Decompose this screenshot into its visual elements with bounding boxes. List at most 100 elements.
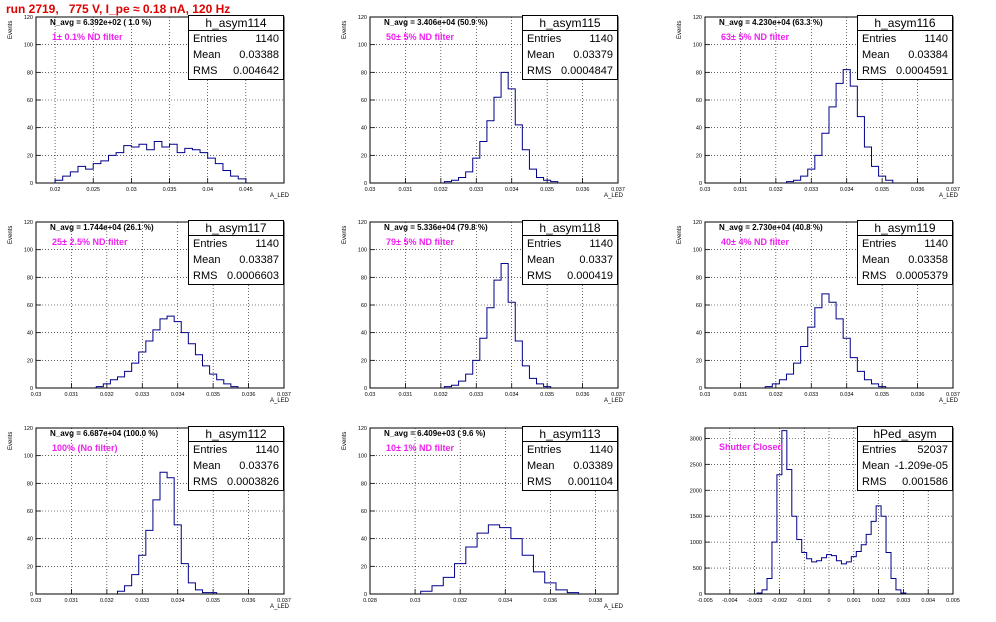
stats-label-mean: Mean [193,460,221,472]
navg-label: N_avg = 6.409e+03 ( 9.6 %) [384,429,486,438]
stats-label-mean: Mean [527,254,555,266]
stats-row-rms: RMS 0.0006603 [189,268,283,284]
y-tick-label: 100 [24,248,33,254]
x-tick-label: 0.038 [589,598,603,604]
stats-label-rms: RMS [193,65,218,77]
y-tick-label: 20 [696,153,702,159]
stats-label-mean: Mean [193,49,221,61]
stats-label-rms: RMS [862,476,887,488]
x-axis-label: A_LED [939,398,959,404]
x-tick-label: 0.033 [469,187,483,193]
x-tick-label: 0.02 [50,187,61,193]
stats-title: h_asym116 [858,16,952,31]
y-axis-label: Events [342,225,348,244]
histogram-panel: 0.03 0.031 0.032 0.033 0.034 0.035 0.036 0.037 0… [342,15,625,199]
y-tick-label: 40 [27,537,33,543]
x-tick-label: 0.001 [847,598,861,604]
stats-value-entries: 1140 [255,444,279,456]
filter-label: Shutter Closed [719,442,784,452]
stats-label-mean: Mean [862,460,890,472]
y-tick-label: 20 [27,153,33,159]
x-tick-label: 0.03 [126,187,137,193]
x-tick-label: 0.037 [611,392,625,398]
x-tick-label: 0.033 [804,392,818,398]
y-tick-label: 120 [693,15,702,21]
stats-row-rms: RMS 0.0004591 [858,63,952,79]
y-axis-label: Events [677,20,683,39]
x-tick-label: 0.03 [410,598,421,604]
x-tick-label: 0.031 [399,392,413,398]
histogram-panel: 0.03 0.031 0.032 0.033 0.034 0.035 0.036 0.037 0… [8,220,291,404]
stats-value-entries: 1140 [589,444,613,456]
stats-row-rms: RMS 0.0005379 [858,268,952,284]
x-tick-label: 0.033 [804,187,818,193]
y-tick-label: 20 [361,153,367,159]
stats-value-entries: 1140 [255,33,279,45]
y-tick-label: 20 [696,358,702,364]
navg-label: N_avg = 2.730e+04 (40.8 %) [719,223,823,232]
y-tick-label: 100 [358,43,367,49]
stats-value-entries: 1140 [589,238,613,250]
stats-box: h_asym113 Entries 1140 Mean 0.03389 RMS 0.0011… [522,426,618,491]
stats-label-rms: RMS [527,65,552,77]
stats-value-mean: 0.03387 [239,254,279,266]
stats-row-mean: Mean 0.03388 [189,47,283,63]
histogram-plot: 0.03 0.031 0.032 0.033 0.034 0.035 0.036 0.037 0… [24,220,291,398]
stats-row-rms: RMS 0.001104 [523,474,617,490]
x-tick-label: 0.032 [100,392,114,398]
x-tick-label: 0.03 [700,392,711,398]
stats-value-mean: 0.03389 [573,460,613,472]
histogram-panel: 0.03 0.031 0.032 0.033 0.034 0.035 0.036 0.037 0… [8,426,291,610]
stats-value-rms: 0.001586 [902,476,948,488]
y-tick-label: 40 [361,331,367,337]
y-tick-label: 2500 [690,462,702,468]
stats-row-entries: Entries 1140 [189,31,283,47]
x-tick-label: 0.034 [171,392,185,398]
navg-label: N_avg = 6.392e+02 ( 1.0 %) [50,18,152,27]
x-tick-label: 0.032 [453,598,467,604]
histogram-panel: -0.005 -0.004 -0.003 -0.002 -0.001 0 0.001 0.00… [690,426,960,604]
stats-row-rms: RMS 0.0004847 [523,63,617,79]
stats-label-rms: RMS [862,270,887,282]
stats-label-entries: Entries [193,238,228,250]
stats-label-mean: Mean [862,254,890,266]
stats-box: h_asym116 Entries 1140 Mean 0.03384 RMS 0.0004… [857,15,953,80]
y-tick-label: 100 [24,43,33,49]
stats-label-rms: RMS [193,476,218,488]
histogram-plot: 0.03 0.031 0.032 0.033 0.034 0.035 0.036 0.037 0… [24,426,291,604]
x-tick-label: -0.004 [722,598,738,604]
x-axis-label: A_LED [604,604,624,610]
stats-row-mean: Mean 0.03384 [858,47,952,63]
histogram-line [420,524,580,594]
filter-label: 40± 4% ND filter [721,237,789,247]
stats-label-entries: Entries [862,444,897,456]
x-axis-label: A_LED [604,398,624,404]
y-tick-label: 60 [696,98,702,104]
stats-box: h_asym118 Entries 1140 Mean 0.0337 RMS 0.00041… [522,220,618,285]
y-tick-label: 100 [358,248,367,254]
y-tick-label: 100 [693,248,702,254]
x-tick-label: 0.03 [31,598,42,604]
histogram-line [756,430,907,594]
y-tick-label: 0 [699,592,702,598]
y-axis-label: Events [342,431,348,450]
x-tick-label: 0.025 [86,187,100,193]
stats-value-rms: 0.004642 [233,65,279,77]
x-tick-label: 0.036 [911,187,925,193]
y-tick-label: 0 [364,386,367,392]
y-tick-label: 1500 [690,514,702,520]
stats-title: h_asym119 [858,221,952,236]
filter-label: 79± 5% ND filter [386,237,454,247]
stats-row-entries: Entries 1140 [858,31,952,47]
stats-label-entries: Entries [862,33,897,45]
y-tick-label: 0 [364,592,367,598]
y-tick-label: 40 [361,126,367,132]
x-tick-label: 0.04 [202,187,213,193]
stats-title: hPed_asym [858,427,952,442]
y-tick-label: 2000 [690,488,702,494]
histogram-plot: 0.03 0.031 0.032 0.033 0.034 0.035 0.036 0.037 0… [358,220,625,398]
x-tick-label: 0.036 [242,598,256,604]
stats-label-mean: Mean [193,254,221,266]
x-tick-label: 0.036 [576,187,590,193]
stats-row-mean: Mean 0.0337 [523,252,617,268]
